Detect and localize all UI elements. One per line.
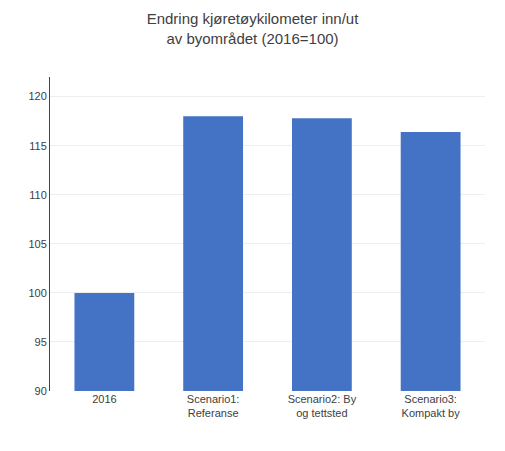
svg-text:110: 110	[29, 189, 47, 201]
svg-text:Scenario2: Byog tettsted: Scenario2: Byog tettsted	[288, 393, 357, 419]
svg-text:2016: 2016	[92, 393, 116, 405]
svg-text:Endring kjøretøykilometer inn/: Endring kjøretøykilometer inn/utav byomr…	[147, 10, 360, 47]
svg-text:90: 90	[35, 385, 47, 397]
svg-text:120: 120	[28, 90, 46, 102]
svg-text:105: 105	[28, 238, 46, 250]
svg-text:100: 100	[28, 287, 46, 299]
svg-text:Scenario1:Referanse: Scenario1:Referanse	[187, 393, 240, 419]
svg-text:115: 115	[29, 140, 47, 152]
svg-text:Scenario3:Kompakt by: Scenario3:Kompakt by	[402, 393, 461, 419]
svg-text:95: 95	[35, 336, 47, 348]
